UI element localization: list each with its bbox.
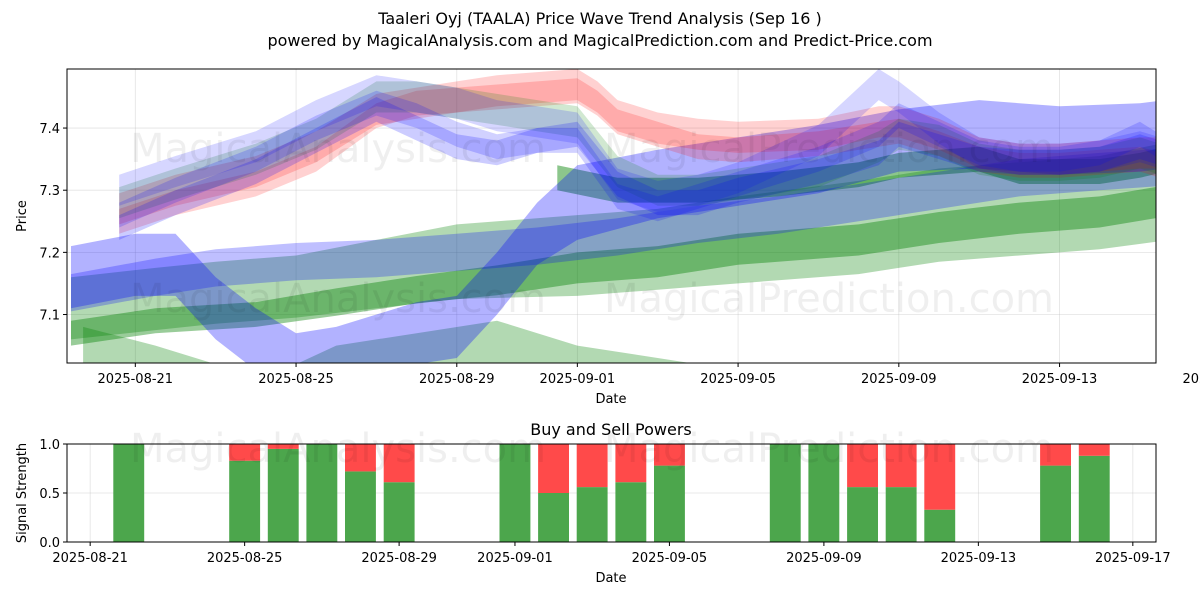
buy-bar [499,444,531,542]
bottom-y-tick-label: 0.0 [39,536,60,551]
top-x-axis-label: Date [595,392,626,407]
buy-bar [576,487,608,542]
buy-bar [654,465,685,542]
sell-bar [267,444,299,449]
sell-bar [383,444,415,483]
buy-bar [808,444,840,542]
watermark-2: MagicalPrediction.com [604,126,1054,172]
top-x-tick-label: 2025-09-01 [540,372,616,387]
top-y-tick-label: 7.2 [39,246,60,261]
bottom-x-tick-label: 2025-09-13 [941,551,1017,566]
sell-bar [538,444,569,493]
sell-bar [345,444,376,472]
sell-bar [924,444,956,510]
sell-bar [847,444,878,488]
bottom-y-axis-label: Signal Strength [15,443,30,543]
watermark-4: MagicalPrediction.com [604,276,1054,322]
bottom-x-tick-label: 2025-08-25 [207,551,283,566]
watermark-5: MagicalAnalysis.com [130,426,546,472]
buy-bar [345,471,376,542]
chart-subtitle: powered by MagicalAnalysis.com and Magic… [267,31,933,50]
buy-bar [885,487,917,542]
buy-bar [1078,455,1110,542]
price-band-11 [119,97,1156,240]
bottom-x-tick-label: 2025-09-17 [1095,551,1171,566]
price-band-2 [83,320,690,363]
buy-bar [538,493,569,542]
top-ticks: 2025-08-21 2025-08-25 2025-08-29 2025-09-01… [39,122,1200,387]
top-price-bands [71,69,1156,363]
price-band-4 [71,100,1156,363]
top-x-tick-label: 2025-09-13 [1022,372,1098,387]
price-band-6 [119,69,1156,225]
sell-bar [1078,444,1110,456]
top-x-tick-label: 2025-09-17 [1183,372,1200,387]
buy-bar [306,444,338,542]
top-x-tick-label: 2025-08-29 [419,372,495,387]
bottom-ticks: 2025-08-21 2025-08-25 2025-08-29 2025-09-01… [39,438,1170,566]
sell-bar [576,444,608,488]
sell-bar [229,444,261,461]
buy-bar [267,448,299,542]
buy-bar [383,482,415,542]
top-y-tick-label: 7.3 [39,184,60,199]
watermark-3: MagicalAnalysis.com [130,276,546,322]
sell-bar [885,444,917,488]
buy-bar [615,482,647,542]
price-band-10 [119,90,1156,228]
price-band-0 [71,144,1156,340]
bottom-bars [113,444,1110,542]
buy-bar [229,460,261,542]
watermark-1: MagicalAnalysis.com [130,126,546,172]
bottom-y-tick-label: 0.5 [39,487,60,502]
top-y-axis-label: Price [15,200,30,232]
bottom-x-tick-label: 2025-09-01 [477,551,553,566]
bottom-x-tick-label: 2025-09-05 [632,551,708,566]
bottom-y-tick-label: 1.0 [39,438,60,453]
top-y-tick-label: 7.1 [39,309,60,324]
top-x-tick-label: 2025-09-05 [700,372,776,387]
buy-bar [113,444,145,542]
top-y-tick-label: 7.4 [39,122,60,137]
top-x-tick-label: 2025-08-25 [258,372,334,387]
buy-bar [924,509,956,542]
bottom-chart-title: Buy and Sell Powers [530,420,692,439]
sell-bar [654,444,685,466]
price-band-5 [71,149,1156,312]
sell-bar [1040,444,1071,466]
bottom-x-tick-label: 2025-08-29 [361,551,437,566]
bottom-x-tick-label: 2025-08-21 [52,551,128,566]
top-x-tick-label: 2025-08-21 [98,372,174,387]
buy-bar [847,487,878,542]
price-band-3 [557,146,1156,203]
top-axes-frame [66,68,1157,364]
price-band-7 [119,78,1156,234]
buy-bar [769,444,801,542]
bottom-x-axis-label: Date [595,571,626,586]
price-band-8 [119,81,1156,219]
buy-bar [1040,465,1071,542]
top-gridlines [67,69,1156,363]
top-x-tick-label: 2025-09-09 [861,372,937,387]
sell-bar [615,444,647,483]
chart-title: Taaleri Oyj (TAALA) Price Wave Trend Ana… [378,9,822,28]
watermark-6: MagicalPrediction.com [604,426,1054,472]
price-band-9 [119,69,1156,212]
bottom-x-tick-label: 2025-09-09 [786,551,862,566]
price-band-1 [71,186,1156,346]
